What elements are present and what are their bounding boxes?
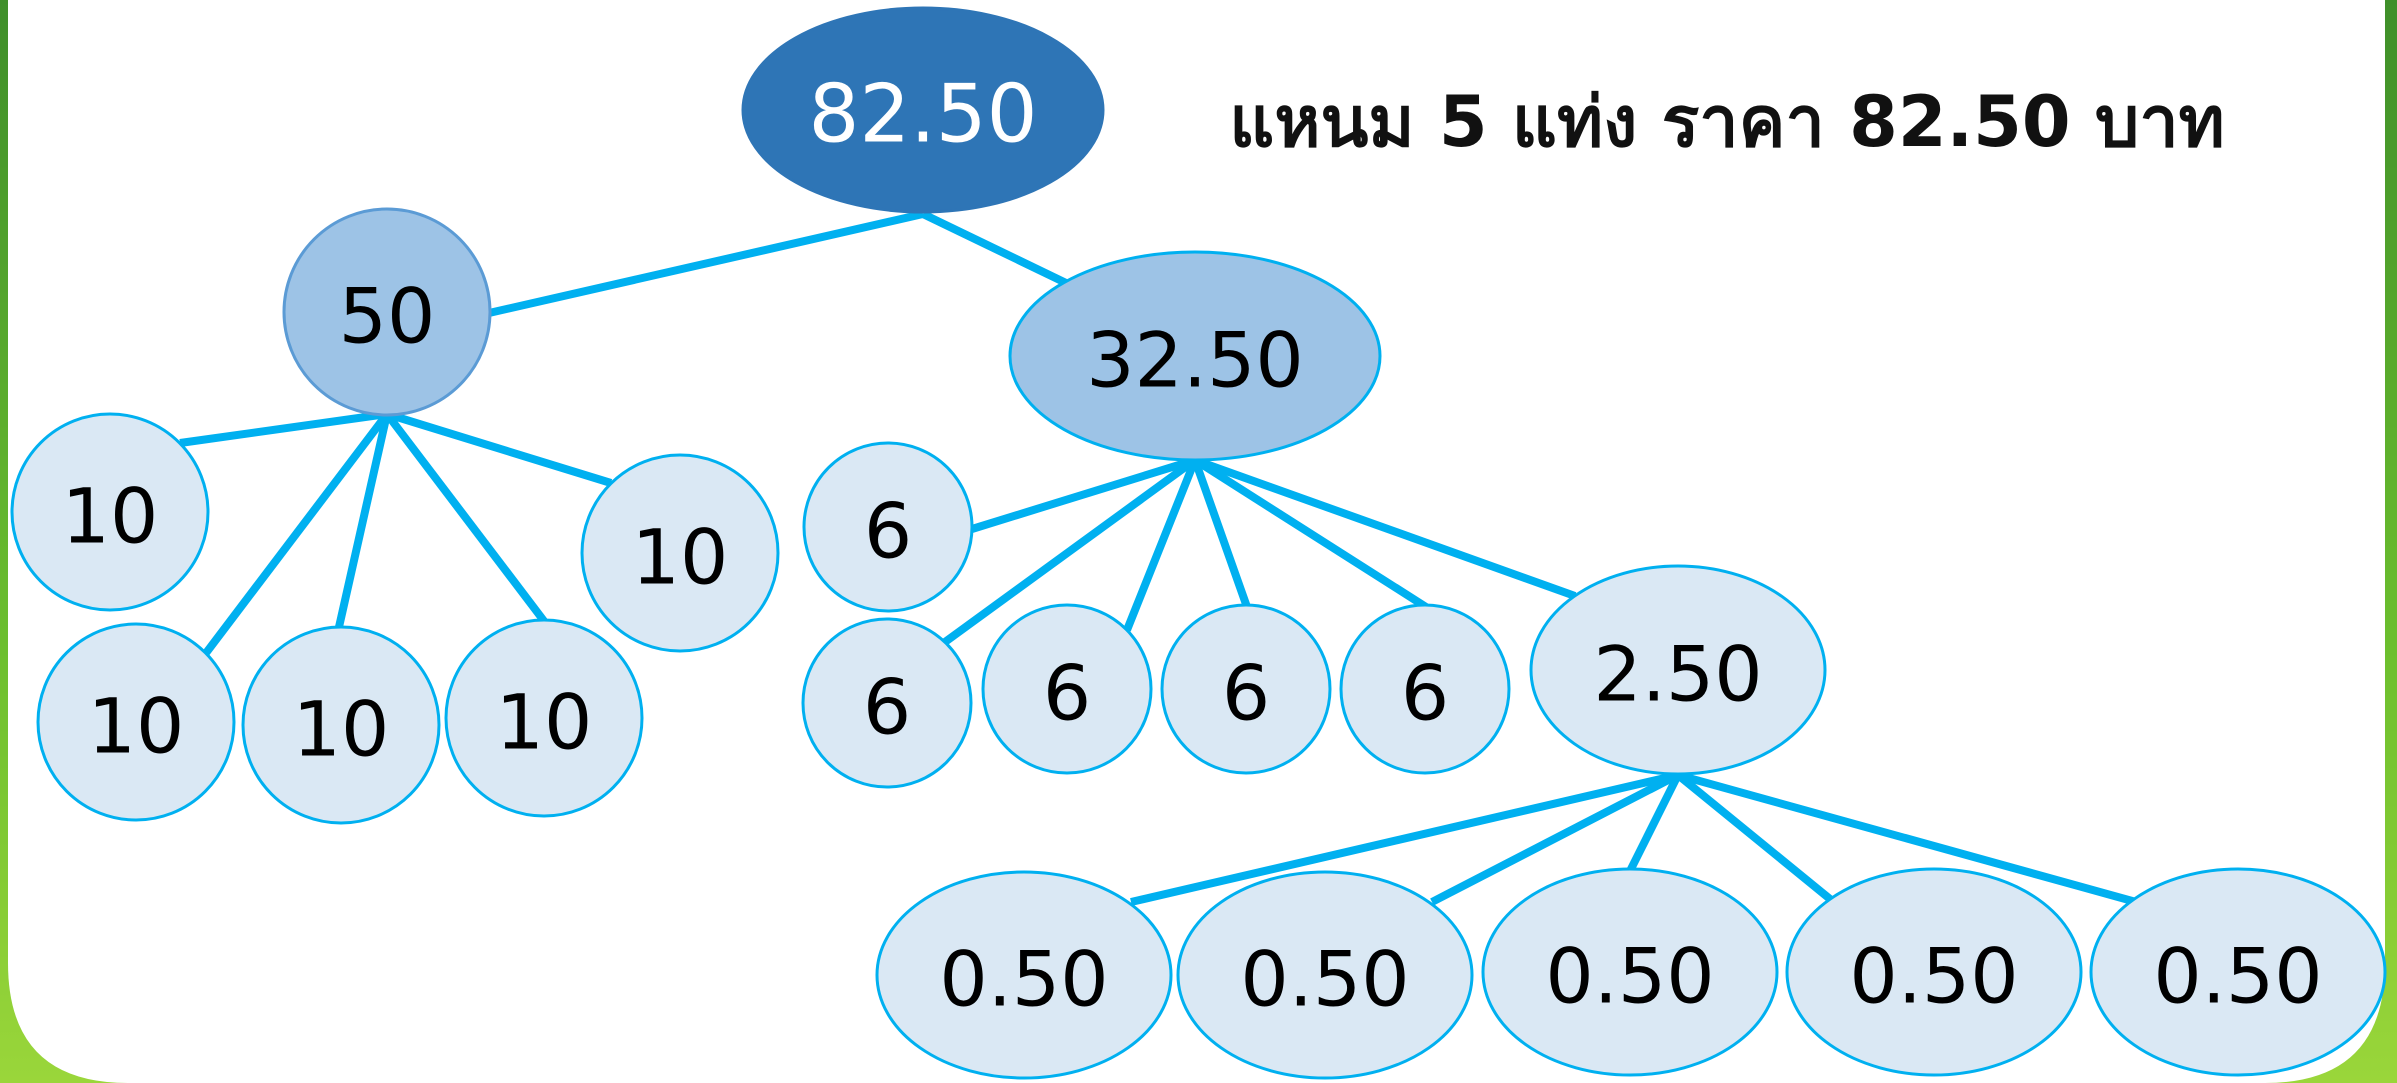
node-label: 0.50 [1849, 932, 2018, 1021]
node-label: 10 [62, 472, 159, 561]
diagram: 82.50 50 32.50 10 10 10 10 10 6 6 6 6 6 2.50 0.50 0.50 0… [0, 0, 2397, 1083]
node-label: 6 [864, 487, 912, 576]
title: แหนม 5 แท่ง ราคา 82.50 บาท [1229, 81, 2225, 163]
node-label: 6 [1043, 649, 1091, 738]
page: 82.50 50 32.50 10 10 10 10 10 6 6 6 6 6 2.50 0.50 0.50 0… [0, 0, 2397, 1083]
node-label: 10 [496, 678, 593, 767]
node-label: 6 [1222, 649, 1270, 738]
node-label: 10 [88, 682, 185, 771]
node-label: 0.50 [2153, 932, 2322, 1021]
node-label: 6 [1401, 649, 1449, 738]
node-label: 0.50 [939, 935, 1108, 1024]
node-label: 2.50 [1593, 630, 1762, 719]
node-label: 50 [339, 272, 436, 361]
node-label: 0.50 [1240, 935, 1409, 1024]
node-label: 10 [293, 685, 390, 774]
node-label: 10 [632, 513, 729, 602]
node-label: 82.50 [808, 68, 1037, 161]
node-label: 32.50 [1086, 316, 1304, 405]
node-label: 0.50 [1545, 932, 1714, 1021]
node-label: 6 [863, 663, 911, 752]
